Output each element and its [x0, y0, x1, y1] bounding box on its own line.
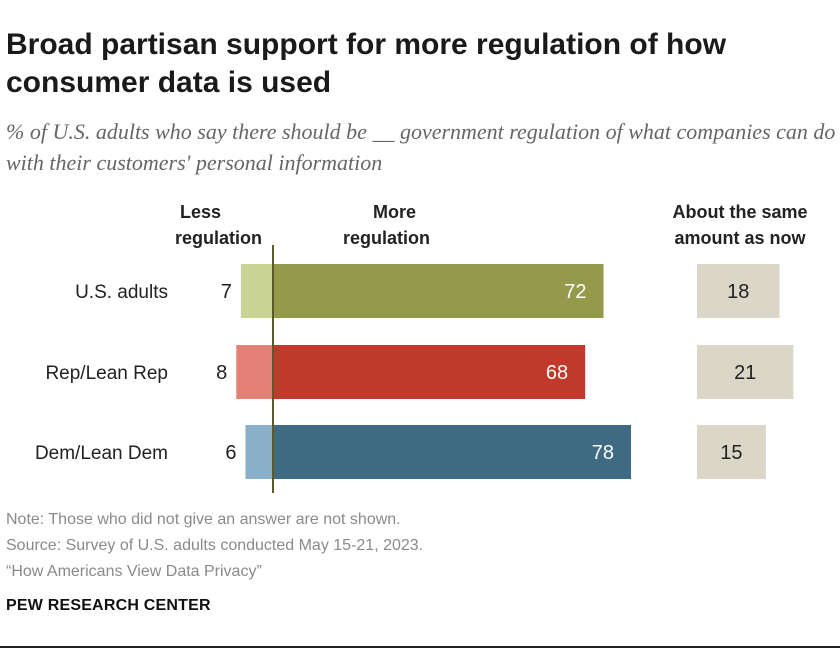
- value-same-amount: 18: [727, 281, 749, 303]
- category-label: U.S. adults: [75, 282, 168, 303]
- bar-more-regulation: [273, 425, 632, 479]
- bar-less-regulation: [236, 345, 273, 399]
- category-label: Rep/Lean Rep: [45, 363, 168, 384]
- bar-same-amount: [697, 264, 780, 318]
- bottom-rule: [0, 646, 840, 648]
- bar-less-regulation: [240, 264, 273, 318]
- header-less-regulation: Less regulation: [175, 202, 263, 248]
- value-more-regulation: 78: [592, 442, 614, 464]
- value-more-regulation: 68: [546, 362, 568, 384]
- bar-same-amount: [697, 425, 766, 479]
- value-less-regulation: 7: [221, 281, 232, 303]
- chart-title: Broad partisan support for more regulati…: [6, 28, 727, 99]
- bar-less-regulation: [245, 425, 273, 479]
- value-less-regulation: 6: [225, 442, 236, 464]
- category-label: Dem/Lean Dem: [35, 443, 168, 464]
- bar-more-regulation: [273, 264, 604, 318]
- header-same-amount: About the same amount as now: [672, 202, 808, 248]
- chart-subtitle: % of U.S. adults who say there should be…: [6, 119, 836, 175]
- bar-more-regulation: [273, 345, 586, 399]
- value-less-regulation: 8: [216, 362, 227, 384]
- value-same-amount: 15: [720, 442, 742, 464]
- footnote-source: Source: Survey of U.S. adults conducted …: [6, 537, 424, 554]
- header-more-regulation: More regulation: [343, 202, 431, 248]
- value-same-amount: 21: [734, 362, 756, 384]
- bar-same-amount: [697, 345, 794, 399]
- value-more-regulation: 72: [564, 281, 586, 303]
- footnote-note: Note: Those who did not give an answer a…: [6, 511, 401, 528]
- footnote-report: “How Americans View Data Privacy”: [6, 563, 262, 580]
- org-name: PEW RESEARCH CENTER: [6, 597, 211, 614]
